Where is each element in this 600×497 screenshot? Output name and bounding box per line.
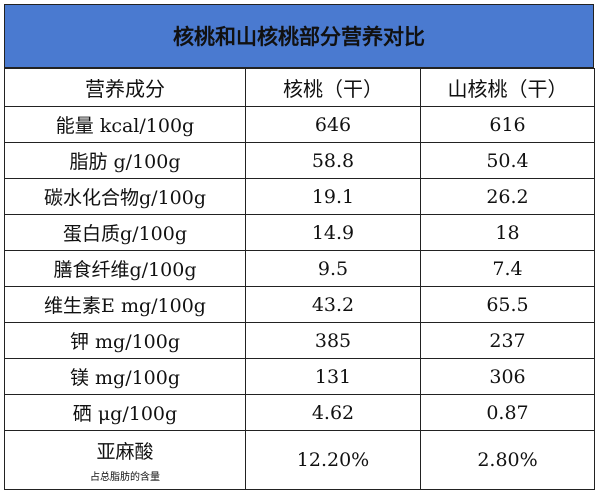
value-text: 43.2 [311,293,355,316]
value-text: 19.1 [311,185,355,208]
value-text: 12.20% [296,449,370,471]
row-label-text: 脂肪 g/100g [69,151,181,173]
header-row: 营养成分 核桃（干） 山核桃（干） [4,68,595,107]
value-text: 9.5 [317,257,349,280]
value-text: 306 [489,365,526,388]
row-note: 占总脂肪的含量 [90,472,160,483]
row-label: 钾 mg/100g [4,322,246,359]
row-label: 碳水化合物g/100g [4,178,246,215]
data-row: 镁 mg/100g 131 306 [4,358,595,395]
value-cell: 4.62 [245,394,421,431]
value-text: 4.62 [311,401,355,424]
row-label: 蛋白质g/100g [4,214,246,251]
value-cell: 0.87 [420,394,595,431]
value-cell: 9.5 [245,250,421,287]
value-text: 26.2 [486,185,529,208]
value-cell: 65.5 [420,286,595,323]
value-cell: 58.8 [245,142,421,179]
data-row: 脂肪 g/100g 58.8 50.4 [4,142,595,179]
row-label: 维生素E mg/100g [4,286,246,323]
row-label: 镁 mg/100g [4,358,246,395]
data-row: 维生素E mg/100g 43.2 65.5 [4,286,595,323]
data-row: 蛋白质g/100g 14.9 18 [4,214,595,251]
data-row: 亚麻酸占总脂肪的含量 12.20% 2.80% [4,430,595,490]
row-label-text: 维生素E mg/100g [44,295,206,317]
row-label-text: 膳食纤维g/100g [53,259,197,281]
row-label-text: 蛋白质g/100g [63,223,187,245]
value-text: 65.5 [486,293,529,316]
value-cell: 14.9 [245,214,421,251]
row-label: 能量 kcal/100g [4,106,246,143]
value-cell: 43.2 [245,286,421,323]
value-text: 18 [495,221,520,244]
row-label-text: 钾 mg/100g [69,331,181,353]
data-row: 钾 mg/100g 385 237 [4,322,595,359]
value-cell: 131 [245,358,421,395]
value-cell: 616 [420,106,595,143]
value-cell: 19.1 [245,178,421,215]
value-cell: 26.2 [420,178,595,215]
value-cell: 2.80% [420,430,595,490]
value-cell: 12.20% [245,430,421,490]
value-text: 385 [314,329,352,352]
row-label: 膳食纤维g/100g [4,250,246,287]
value-text: 131 [314,365,352,388]
value-text: 7.4 [492,257,523,280]
value-text: 616 [489,113,526,136]
value-text: 2.80% [477,449,538,471]
table-title: 核桃和山核桃部分营养对比 [4,4,594,68]
column-header: 核桃（干） [245,68,421,107]
row-label: 脂肪 g/100g [4,142,246,179]
row-label-text: 碳水化合物g/100g [44,187,206,209]
value-cell: 385 [245,322,421,359]
row-label: 亚麻酸占总脂肪的含量 [4,430,246,490]
value-text: 237 [489,329,526,352]
data-row: 能量 kcal/100g 646 616 [4,106,595,143]
value-cell: 306 [420,358,595,395]
value-text: 50.4 [486,149,529,172]
data-row: 硒 μg/100g 4.62 0.87 [4,394,595,431]
value-cell: 646 [245,106,421,143]
data-row: 碳水化合物g/100g 19.1 26.2 [4,178,595,215]
value-cell: 18 [420,214,595,251]
value-cell: 237 [420,322,595,359]
column-header: 山核桃（干） [420,68,595,107]
value-text: 14.9 [311,221,355,244]
row-label-text: 硒 μg/100g [72,403,178,425]
column-header: 营养成分 [4,68,246,107]
value-text: 0.87 [486,401,529,424]
value-text: 646 [314,113,352,136]
value-cell: 50.4 [420,142,595,179]
nutrition-table: 营养成分 核桃（干） 山核桃（干） 能量 kcal/100g 646 616 脂肪 g/10… [4,68,595,490]
data-row: 膳食纤维g/100g 9.5 7.4 [4,250,595,287]
row-label-text: 亚麻酸 [96,441,154,463]
value-text: 58.8 [311,149,355,172]
row-label: 硒 μg/100g [4,394,246,431]
row-label-text: 能量 kcal/100g [55,115,195,137]
value-cell: 7.4 [420,250,595,287]
row-label-text: 镁 mg/100g [69,367,181,389]
nutrition-table-card: 核桃和山核桃部分营养对比 营养成分 核桃（干） 山核桃（干） 能量 kcal/100g… [4,4,595,490]
